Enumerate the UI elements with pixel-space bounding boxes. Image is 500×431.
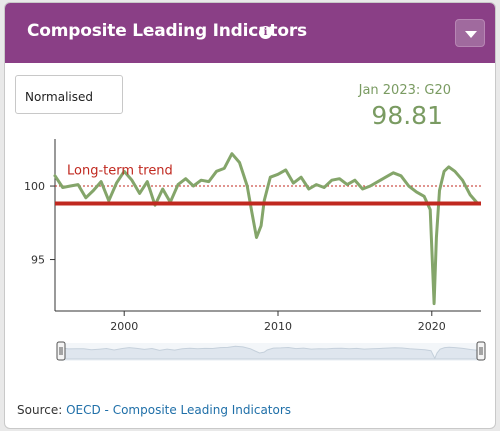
cli-widget: Composite Leading Indicators i Normalise… — [4, 2, 496, 429]
x-tick-label: 2020 — [418, 320, 446, 333]
x-tick-label: 2010 — [264, 320, 292, 333]
navigator-handle-left[interactable] — [56, 341, 66, 361]
y-tick-label: 95 — [31, 254, 45, 267]
source-link[interactable]: OECD - Composite Leading Indicators — [66, 403, 292, 417]
readout-label: Jan 2023: G20 — [358, 83, 451, 98]
navigator-handle-right[interactable] — [476, 341, 486, 361]
info-circle-icon[interactable]: i — [259, 26, 272, 39]
readout-value: 98.81 — [371, 101, 443, 130]
trend-annotation: Long-term trend — [67, 163, 173, 178]
x-tick-label: 2000 — [110, 320, 138, 333]
line-chart[interactable]: 95 100 2000 2010 2020 Long-term trend — [5, 3, 496, 429]
widget-title: Composite Leading Indicators — [27, 21, 307, 41]
g20-series-line — [53, 152, 480, 306]
source-line: Source: OECD - Composite Leading Indicat… — [17, 403, 291, 417]
navigator-series — [60, 345, 482, 360]
chevron-down-icon — [465, 31, 477, 38]
source-prefix: Source: — [17, 403, 63, 417]
y-tick-label: 100 — [24, 180, 45, 193]
widget-menu-button[interactable] — [455, 19, 485, 47]
widget-header: Composite Leading Indicators i — [5, 3, 495, 63]
mode-select[interactable]: Normalised — [15, 75, 123, 114]
